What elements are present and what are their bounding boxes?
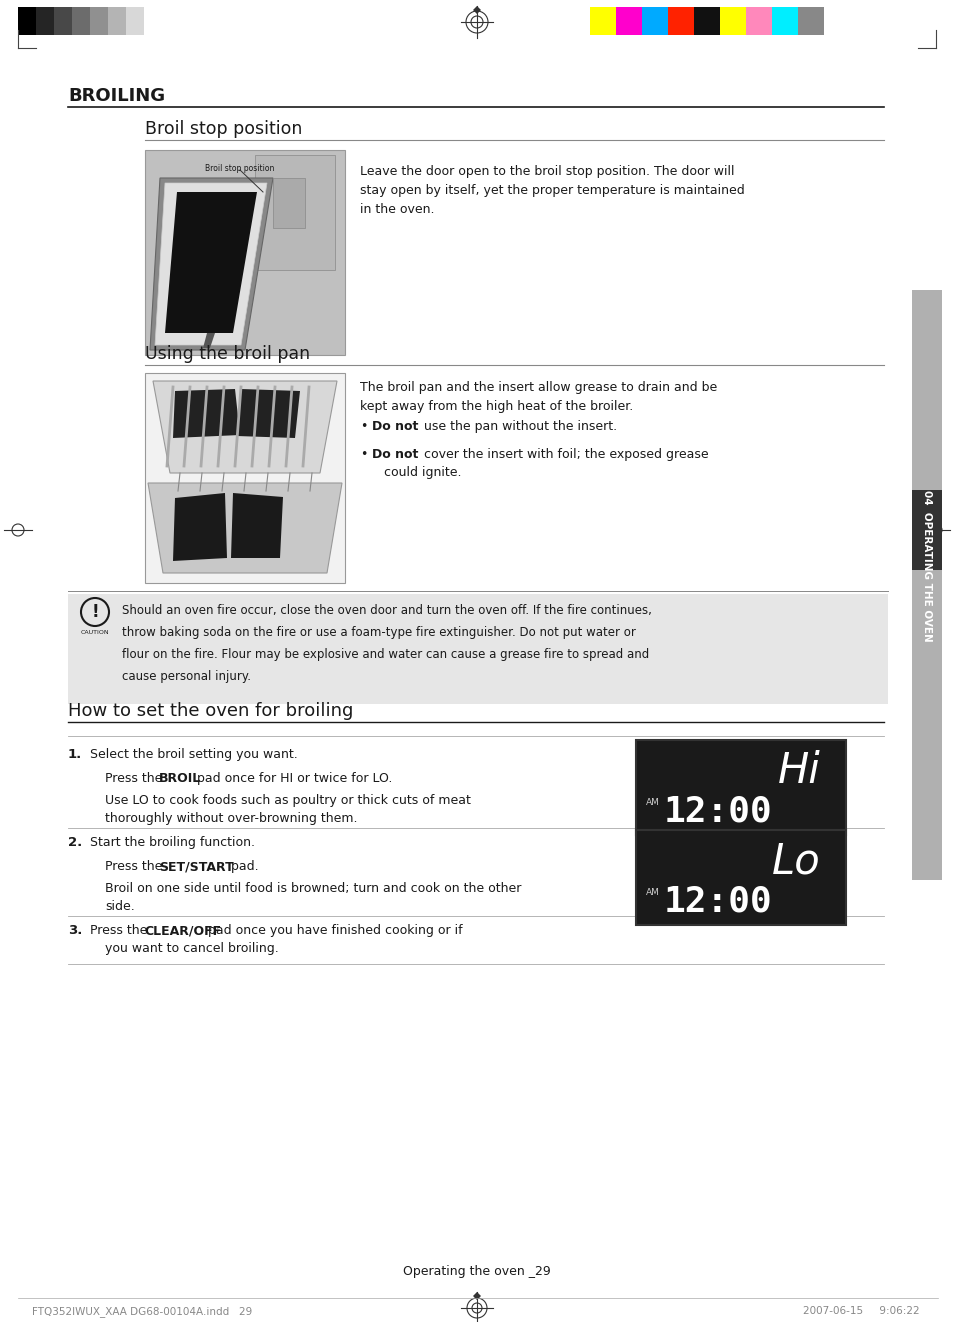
Bar (693, 7, 720, 34)
Polygon shape (473, 1292, 480, 1300)
Text: Press the: Press the (90, 924, 152, 937)
Polygon shape (152, 381, 336, 473)
Text: you want to cancel broiling.: you want to cancel broiling. (105, 943, 278, 954)
Text: Operating the oven _29: Operating the oven _29 (403, 1265, 550, 1278)
Text: SET/START: SET/START (159, 861, 233, 873)
Bar (273, 178, 305, 227)
Bar (745, 7, 771, 34)
Text: AM: AM (645, 888, 659, 898)
Text: AM: AM (645, 798, 659, 806)
Bar (720, 7, 745, 34)
Bar (54, 7, 71, 34)
Text: side.: side. (105, 900, 134, 914)
Bar (911, 290, 941, 880)
Text: Do not: Do not (372, 420, 418, 434)
Text: could ignite.: could ignite. (384, 465, 461, 479)
Text: BROIL: BROIL (159, 772, 201, 785)
Text: Broil on one side until food is browned; turn and cook on the other: Broil on one side until food is browned;… (105, 882, 521, 895)
Text: •: • (359, 420, 367, 434)
Polygon shape (165, 192, 256, 333)
Text: pad once you have finished cooking or if: pad once you have finished cooking or if (204, 924, 462, 937)
Bar (616, 7, 641, 34)
Text: throw baking soda on the fire or use a foam-type fire extinguisher. Do not put w: throw baking soda on the fire or use a f… (122, 627, 636, 639)
Polygon shape (203, 333, 214, 348)
Text: Should an oven fire occur, close the oven door and turn the oven off. If the fir: Should an oven fire occur, close the ove… (122, 604, 651, 617)
Polygon shape (148, 483, 341, 572)
Bar (68, 594, 887, 705)
Text: Start the broiling function.: Start the broiling function. (90, 836, 254, 849)
Text: 2007-06-15     9:06:22: 2007-06-15 9:06:22 (802, 1306, 919, 1315)
Polygon shape (154, 182, 267, 345)
Bar (589, 7, 616, 34)
Bar (144, 7, 162, 34)
Text: How to set the oven for broiling: How to set the oven for broiling (68, 702, 353, 720)
Bar (18, 7, 36, 34)
Text: 12:00: 12:00 (663, 884, 772, 917)
Text: CLEAR/OFF: CLEAR/OFF (144, 924, 221, 937)
Text: Use LO to cook foods such as poultry or thick cuts of meat: Use LO to cook foods such as poultry or … (105, 795, 471, 806)
Bar (126, 7, 144, 34)
Text: Hi: Hi (778, 750, 821, 792)
Text: Do not: Do not (372, 448, 418, 461)
Bar (667, 7, 693, 34)
Text: Broil stop position: Broil stop position (205, 164, 274, 173)
Text: Select the broil setting you want.: Select the broil setting you want. (90, 748, 297, 761)
Bar (108, 7, 126, 34)
Text: 2.: 2. (68, 836, 82, 849)
Text: Using the broil pan: Using the broil pan (145, 345, 310, 364)
Text: !: ! (91, 603, 99, 621)
Text: flour on the fire. Flour may be explosive and water can cause a grease fire to s: flour on the fire. Flour may be explosiv… (122, 648, 649, 661)
Text: use the pan without the insert.: use the pan without the insert. (419, 420, 617, 434)
Text: Leave the door open to the broil stop position. The door will
stay open by itsel: Leave the door open to the broil stop po… (359, 165, 744, 215)
Polygon shape (231, 493, 283, 558)
Text: 1.: 1. (68, 748, 82, 761)
Text: The broil pan and the insert allow grease to drain and be
kept away from the hig: The broil pan and the insert allow greas… (359, 381, 717, 412)
Bar (797, 7, 823, 34)
Text: Broil stop position: Broil stop position (145, 120, 302, 137)
Text: FTQ352IWUX_XAA DG68-00104A.indd   29: FTQ352IWUX_XAA DG68-00104A.indd 29 (32, 1306, 252, 1317)
Polygon shape (473, 7, 480, 15)
Text: CAUTION: CAUTION (81, 631, 110, 635)
Polygon shape (236, 389, 299, 438)
Bar (145, 149, 345, 356)
Text: 04  OPERATING THE OVEN: 04 OPERATING THE OVEN (921, 490, 931, 641)
Text: Press the: Press the (105, 861, 166, 873)
Bar (36, 7, 54, 34)
Text: 12:00: 12:00 (663, 795, 772, 828)
Bar (71, 7, 90, 34)
Text: cover the insert with foil; the exposed grease: cover the insert with foil; the exposed … (419, 448, 708, 461)
Bar (636, 740, 845, 836)
Bar (771, 7, 797, 34)
Text: pad.: pad. (227, 861, 258, 873)
Text: 3.: 3. (68, 924, 82, 937)
Text: Lo: Lo (771, 839, 821, 882)
Text: •: • (359, 448, 367, 461)
Bar (641, 7, 667, 34)
Bar (636, 830, 845, 925)
Polygon shape (172, 493, 227, 561)
Bar (90, 7, 108, 34)
Bar (145, 373, 345, 583)
Bar (911, 490, 941, 570)
Text: pad once for HI or twice for LO.: pad once for HI or twice for LO. (193, 772, 392, 785)
Text: thoroughly without over-browning them.: thoroughly without over-browning them. (105, 812, 357, 825)
Text: BROILING: BROILING (68, 87, 165, 104)
Polygon shape (150, 178, 273, 350)
Polygon shape (172, 389, 240, 438)
Text: cause personal injury.: cause personal injury. (122, 670, 251, 683)
Text: Press the: Press the (105, 772, 166, 785)
Bar (254, 155, 335, 270)
